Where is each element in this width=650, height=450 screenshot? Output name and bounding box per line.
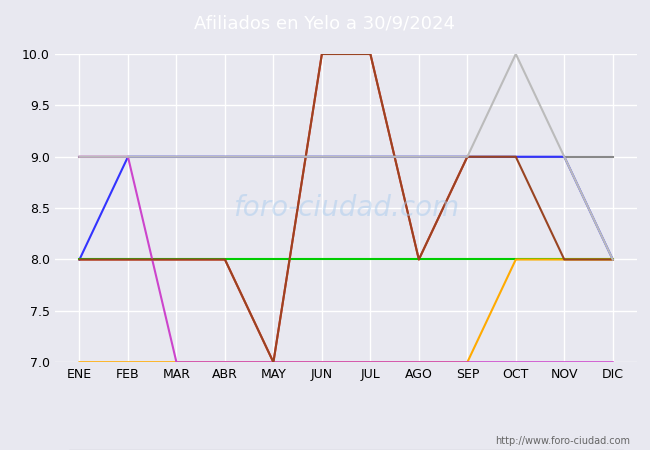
Text: foro-ciudad.com: foro-ciudad.com — [233, 194, 459, 222]
Text: http://www.foro-ciudad.com: http://www.foro-ciudad.com — [495, 436, 630, 446]
Text: Afiliados en Yelo a 30/9/2024: Afiliados en Yelo a 30/9/2024 — [194, 14, 456, 33]
